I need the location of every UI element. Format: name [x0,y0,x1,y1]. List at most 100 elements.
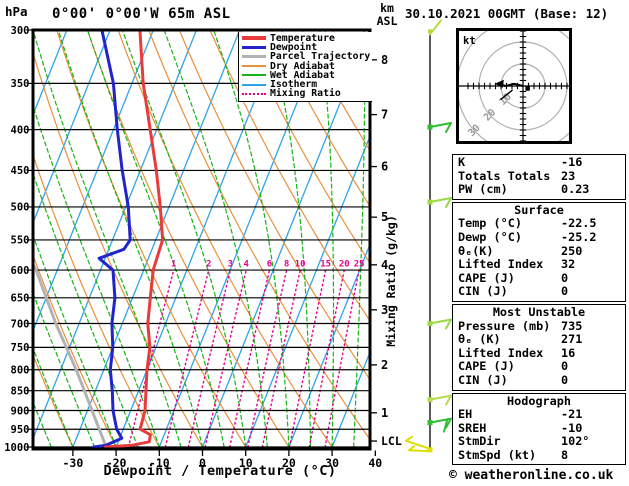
legend-label: Wet Adiabat [270,69,335,81]
table-row-label: PW (cm) [458,182,508,197]
wind-barb [427,394,452,406]
table-row-value: 23 [561,168,576,183]
chart-text: 650 [11,293,30,305]
table-row-label: Lifted Index [458,257,544,272]
chart-text: 750 [11,342,30,354]
chart-text: 20 [282,456,296,470]
table-row-label: CAPE (J) [458,359,515,374]
wind-barb [428,19,442,36]
legend-label: Parcel Trajectory [270,51,371,63]
legend-line-sample [242,54,266,59]
chart-text: 350 [11,78,30,90]
chart-text: -10 [149,456,170,470]
wind-barb [427,197,452,208]
table-row: CIN (J) 0 [453,285,625,299]
table-row: StmDir 102° [453,435,625,449]
table-row-value: 0 [561,284,569,299]
altitude-unit-km: km [380,1,394,15]
chart-text: 8 [284,260,289,270]
chart-text: 6 [381,160,388,174]
legend-line-sample [242,83,266,86]
table-row: Pressure (mb) 735 [453,318,625,334]
indices-table: K -16 Totals Totals 23 PW (cm) 0.23 Surface Tem… [452,154,626,467]
pressure-axis-unit: hPa [5,4,28,19]
legend-item: Temperature [242,32,372,44]
chart-text: 10 [295,260,306,270]
table-row: StmSpd (kt) 8 [453,447,625,463]
legend-item: Mixing Ratio [242,89,372,99]
table-row-value: -16 [561,155,583,169]
legend-item: Isotherm [242,79,372,91]
table-row-label: K [458,155,466,169]
chart-text: 10 [498,92,514,108]
altitude-axis-unit: km ASL [372,2,402,27]
chart-text: 400 [11,124,30,136]
table-row-value: -22.5 [561,216,597,231]
copyright-text: © weatheronline.co.uk [449,468,614,483]
table-row-label: CAPE (J) [458,270,515,285]
wind-barb [427,122,452,133]
chart-text: -20 [106,456,127,470]
chart-text: 1 [171,260,176,270]
table-row-value: 735 [561,318,583,333]
chart-text: 20 [339,260,350,270]
chart-text: 2 [381,358,388,372]
table-row-label: Totals Totals [458,168,551,183]
table-row: Totals Totals 23 [453,168,625,184]
chart-text: 8 [381,53,388,67]
table-row-value: 0.23 [561,182,590,197]
legend-item: Dewpoint [242,43,372,52]
chart-text: 5 [381,210,388,224]
table-row-label: Lifted Index [458,345,544,360]
chart-text: 300 [11,25,30,37]
table-row-label: Pressure (mb) [458,318,551,333]
chart-text: 0 [199,456,206,470]
table-row: Lifted Index 16 [453,345,625,361]
wind-barb [427,318,452,330]
legend-label: Isotherm [270,79,318,91]
table-row-value: 250 [561,243,583,258]
chart-text: 450 [11,165,30,177]
chart-text: 30 [325,456,339,470]
legend-line-sample [242,45,266,50]
chart-text: 4 [244,260,250,270]
table-section-title: Hodograph [507,393,571,408]
table-row-value: 8 [561,447,569,462]
legend-line-sample [242,74,266,77]
table-row: CAPE (J) 0 [453,270,625,286]
wind-barb [427,417,452,433]
table-row-label: Dewp (°C) [458,229,522,244]
temperature-axis-label: Dewpoint / Temperature (°C) [103,463,337,479]
table-row-label: θₑ (K) [458,332,501,347]
table-row-value: 0 [561,359,569,374]
chart-text: 3 [381,303,388,317]
chart-text: 15 [320,260,331,270]
legend-line-sample [242,92,266,95]
legend-label: Temperature [270,32,335,44]
table-row: θₑ (K) 271 [453,333,625,347]
wind-barb [405,435,433,453]
table-row: Dewp (°C) -25.2 [453,229,625,245]
table-section: Most Unstable Pressure (mb) 735 θₑ (K) 271 Li… [452,303,626,391]
table-row-label: Temp (°C) [458,216,522,231]
table-row: CIN (J) 0 [453,372,625,388]
chart-text: 1 [381,406,388,420]
legend-item: Dry Adiabat [242,61,372,71]
chart-text: 4 [381,258,388,272]
table-row-label: StmSpd (kt) [458,447,537,462]
chart-text: kt [463,35,476,47]
table-row-label: StmDir [458,434,501,449]
legend-line-sample [242,65,266,68]
run-datetime-title: 30.10.2021 00GMT (Base: 12) [405,6,609,21]
chart-text: 700 [11,318,30,330]
table-row-value: 0 [561,372,569,387]
table-row: EH -21 [453,407,625,422]
table-row: SREH -10 [453,420,625,436]
table-row-label: CIN (J) [458,372,508,387]
table-row-value: -10 [561,420,583,435]
table-row-value: 0 [561,270,569,285]
table-row-value: 16 [561,345,576,360]
chart-text: 800 [11,365,30,377]
